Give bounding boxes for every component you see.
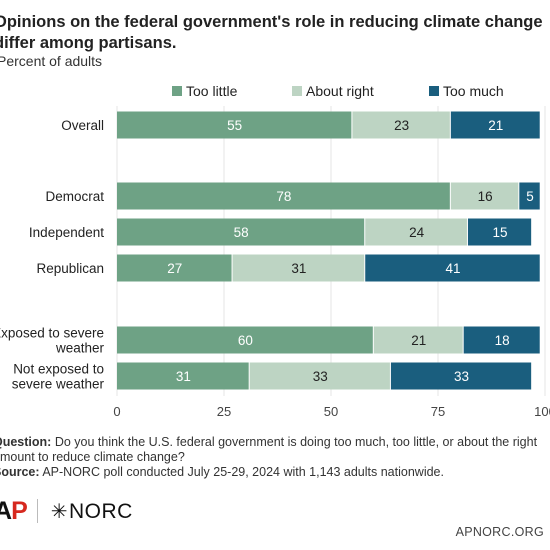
logo-row: AP ✳NORC: [0, 496, 133, 526]
bar-not-exposed-to-severe-weather-too-much: [390, 362, 532, 390]
bar-overall-about-right: [352, 111, 450, 139]
data-label-exposed-to-severe-weather-about-right: 21: [411, 333, 426, 348]
bar-republican-too-much: [365, 254, 540, 282]
chart-notes: Question: Do you think the U.S. federal …: [0, 435, 550, 480]
ap-logo-a: A: [0, 496, 12, 525]
category-label-not-exposed-to-severe-weather: Not exposed to severe weather: [12, 362, 105, 392]
x-tick-label-100: 100: [534, 404, 550, 419]
data-label-exposed-to-severe-weather-too-much: 18: [495, 333, 510, 348]
question-label: Question:: [0, 435, 52, 449]
footer-url: APNORC.ORG: [455, 525, 544, 539]
question-text: Do you think the U.S. federal government…: [0, 435, 538, 464]
bar-exposed-to-severe-weather-about-right: [373, 326, 463, 354]
bar-not-exposed-to-severe-weather-about-right: [249, 362, 390, 390]
bar-democrat-too-much: [519, 182, 540, 210]
bar-not-exposed-to-severe-weather-too-little: [117, 362, 249, 390]
data-label-republican-about-right: 31: [291, 261, 306, 276]
x-tick-label-0: 0: [113, 404, 120, 419]
bar-independent-too-much: [467, 218, 532, 246]
legend-swatch-about-right: [292, 86, 302, 96]
data-label-exposed-to-severe-weather-too-little: 60: [238, 333, 253, 348]
data-label-independent-too-little: 58: [234, 225, 249, 240]
data-label-independent-too-much: 15: [493, 225, 508, 240]
data-label-democrat-about-right: 16: [478, 189, 493, 204]
ap-logo: AP: [0, 496, 28, 526]
source-note: Source: AP-NORC poll conducted July 25-2…: [0, 465, 550, 480]
bar-exposed-to-severe-weather-too-much: [463, 326, 540, 354]
legend-swatch-too-much: [429, 86, 439, 96]
category-label-republican: Republican: [36, 261, 104, 276]
ap-logo-p: P: [11, 496, 28, 525]
data-label-republican-too-much: 41: [445, 261, 460, 276]
bar-democrat-about-right: [450, 182, 519, 210]
bar-exposed-to-severe-weather-too-little: [117, 326, 373, 354]
bar-democrat-too-little: [117, 182, 450, 210]
source-label: Source:: [0, 465, 40, 479]
x-tick-label-75: 75: [431, 404, 445, 419]
chart-title: Opinions on the federal government's rol…: [0, 13, 543, 52]
data-label-not-exposed-to-severe-weather-about-right: 33: [313, 369, 328, 384]
bar-independent-too-little: [117, 218, 365, 246]
data-label-not-exposed-to-severe-weather-too-much: 33: [454, 369, 469, 384]
data-label-independent-about-right: 24: [409, 225, 425, 240]
data-label-not-exposed-to-severe-weather-too-little: 31: [176, 369, 191, 384]
question-note: Question: Do you think the U.S. federal …: [0, 435, 550, 465]
category-label-exposed-to-severe-weather: Exposed to severe weather: [0, 326, 105, 356]
category-label-independent: Independent: [29, 225, 104, 240]
x-tick-label-25: 25: [217, 404, 231, 419]
norc-logo: ✳NORC: [51, 499, 133, 524]
norc-logo-text: NORC: [69, 499, 133, 523]
chart-subtitle: Percent of adults: [0, 53, 103, 69]
bar-republican-about-right: [232, 254, 365, 282]
data-label-republican-too-little: 27: [167, 261, 182, 276]
bar-overall-too-much: [450, 111, 540, 139]
data-label-democrat-too-little: 78: [276, 189, 291, 204]
bar-independent-about-right: [365, 218, 467, 246]
x-tick-label-50: 50: [324, 404, 338, 419]
norc-star-icon: ✳: [50, 500, 69, 523]
legend-swatch-too-little: [172, 86, 182, 96]
legend-label-too-little: Too little: [186, 83, 238, 99]
bar-overall-too-little: [117, 111, 352, 139]
data-label-overall-too-little: 55: [227, 118, 242, 133]
logo-divider: [36, 499, 38, 523]
category-label-democrat: Democrat: [45, 189, 104, 204]
data-label-democrat-too-much: 5: [526, 189, 534, 204]
source-text: AP-NORC poll conducted July 25-29, 2024 …: [42, 465, 444, 479]
stacked-bar-chart: 0 25 50 75 100 Too little About right Too much O…: [0, 83, 550, 419]
bar-republican-too-little: [117, 254, 232, 282]
data-label-overall-too-much: 21: [488, 118, 503, 133]
legend-label-about-right: About right: [306, 83, 374, 99]
data-label-overall-about-right: 23: [394, 118, 409, 133]
legend-label-too-much: Too much: [443, 83, 504, 99]
category-label-overall: Overall: [61, 118, 104, 133]
